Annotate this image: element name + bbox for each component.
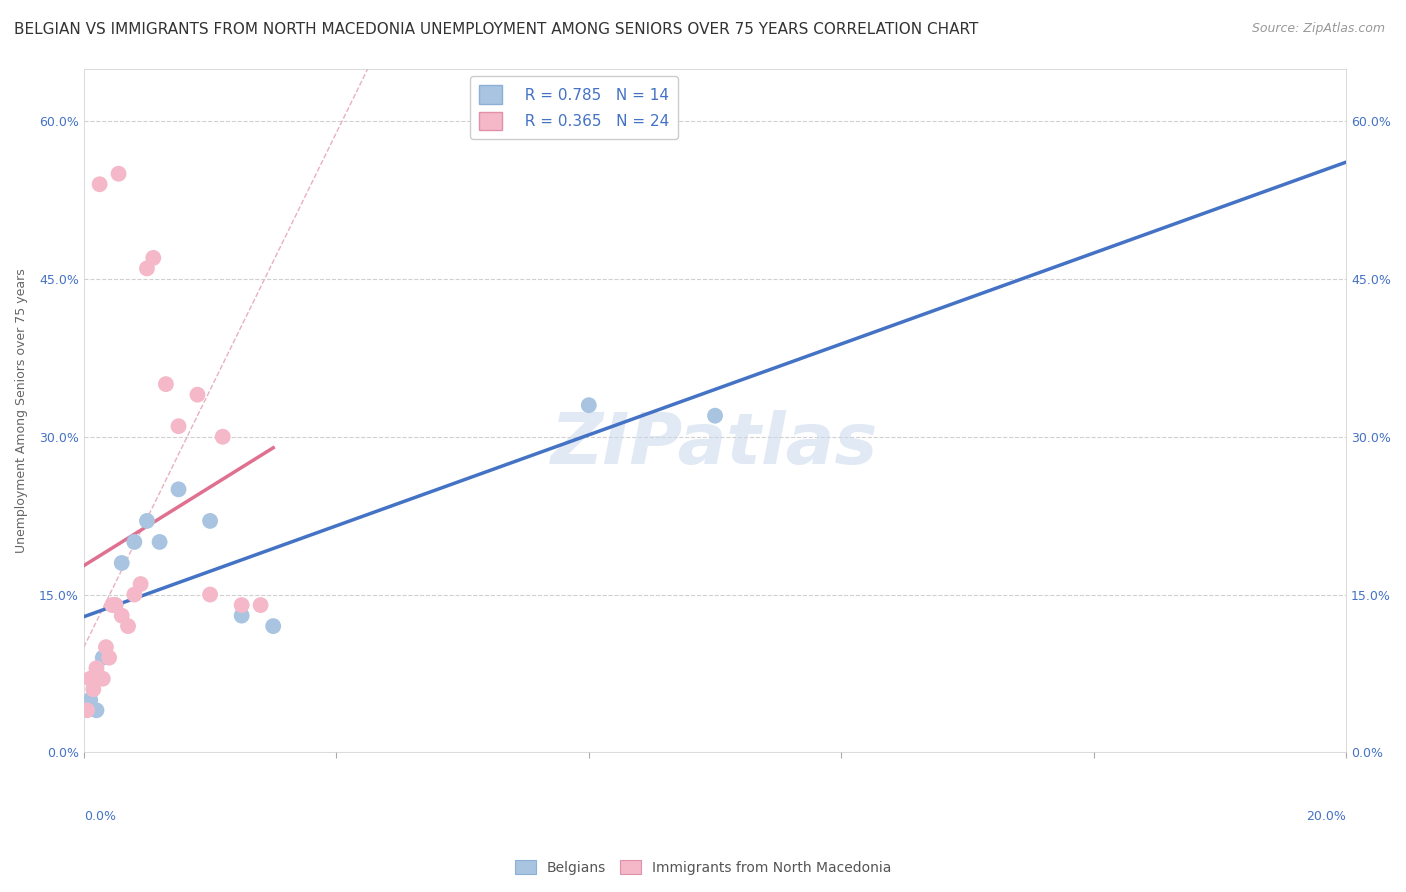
Text: 0.0%: 0.0% [84, 810, 115, 823]
Point [129, 577, 152, 591]
Legend: Belgians, Immigrants from North Macedonia: Belgians, Immigrants from North Macedoni… [509, 855, 897, 880]
Point [86, 661, 108, 675]
Point [86, 703, 108, 717]
Point [94, 640, 117, 655]
Point [198, 514, 221, 528]
Point [149, 535, 172, 549]
Point [231, 608, 253, 623]
Point [91, 672, 114, 686]
Point [155, 377, 177, 392]
Text: ZIPatlas: ZIPatlas [551, 410, 879, 479]
Point [262, 619, 284, 633]
Point [198, 588, 221, 602]
Point [111, 556, 134, 570]
Point [704, 409, 727, 423]
Point [104, 598, 127, 612]
Point [82, 682, 104, 697]
Point [91, 650, 114, 665]
Text: 20.0%: 20.0% [1306, 810, 1347, 823]
Point [76, 703, 98, 717]
Point [167, 483, 190, 497]
Point [136, 261, 159, 276]
Point [211, 430, 233, 444]
Point [79, 692, 101, 706]
Point [107, 167, 129, 181]
Point [124, 588, 146, 602]
Legend:   R = 0.785   N = 14,   R = 0.365   N = 24: R = 0.785 N = 14, R = 0.365 N = 24 [470, 76, 678, 139]
Point [249, 598, 271, 612]
Point [89, 178, 111, 192]
Text: Source: ZipAtlas.com: Source: ZipAtlas.com [1251, 22, 1385, 36]
Point [79, 672, 101, 686]
Point [167, 419, 190, 434]
Text: BELGIAN VS IMMIGRANTS FROM NORTH MACEDONIA UNEMPLOYMENT AMONG SENIORS OVER 75 YE: BELGIAN VS IMMIGRANTS FROM NORTH MACEDON… [14, 22, 979, 37]
Point [104, 598, 127, 612]
Point [578, 398, 600, 412]
Point [142, 251, 165, 265]
Point [111, 608, 134, 623]
Point [101, 598, 124, 612]
Point [124, 535, 146, 549]
Point [136, 514, 159, 528]
Point [231, 598, 253, 612]
Y-axis label: Unemployment Among Seniors over 75 years: Unemployment Among Seniors over 75 years [15, 268, 28, 553]
Point [186, 387, 208, 401]
Point [117, 619, 139, 633]
Point [98, 650, 121, 665]
